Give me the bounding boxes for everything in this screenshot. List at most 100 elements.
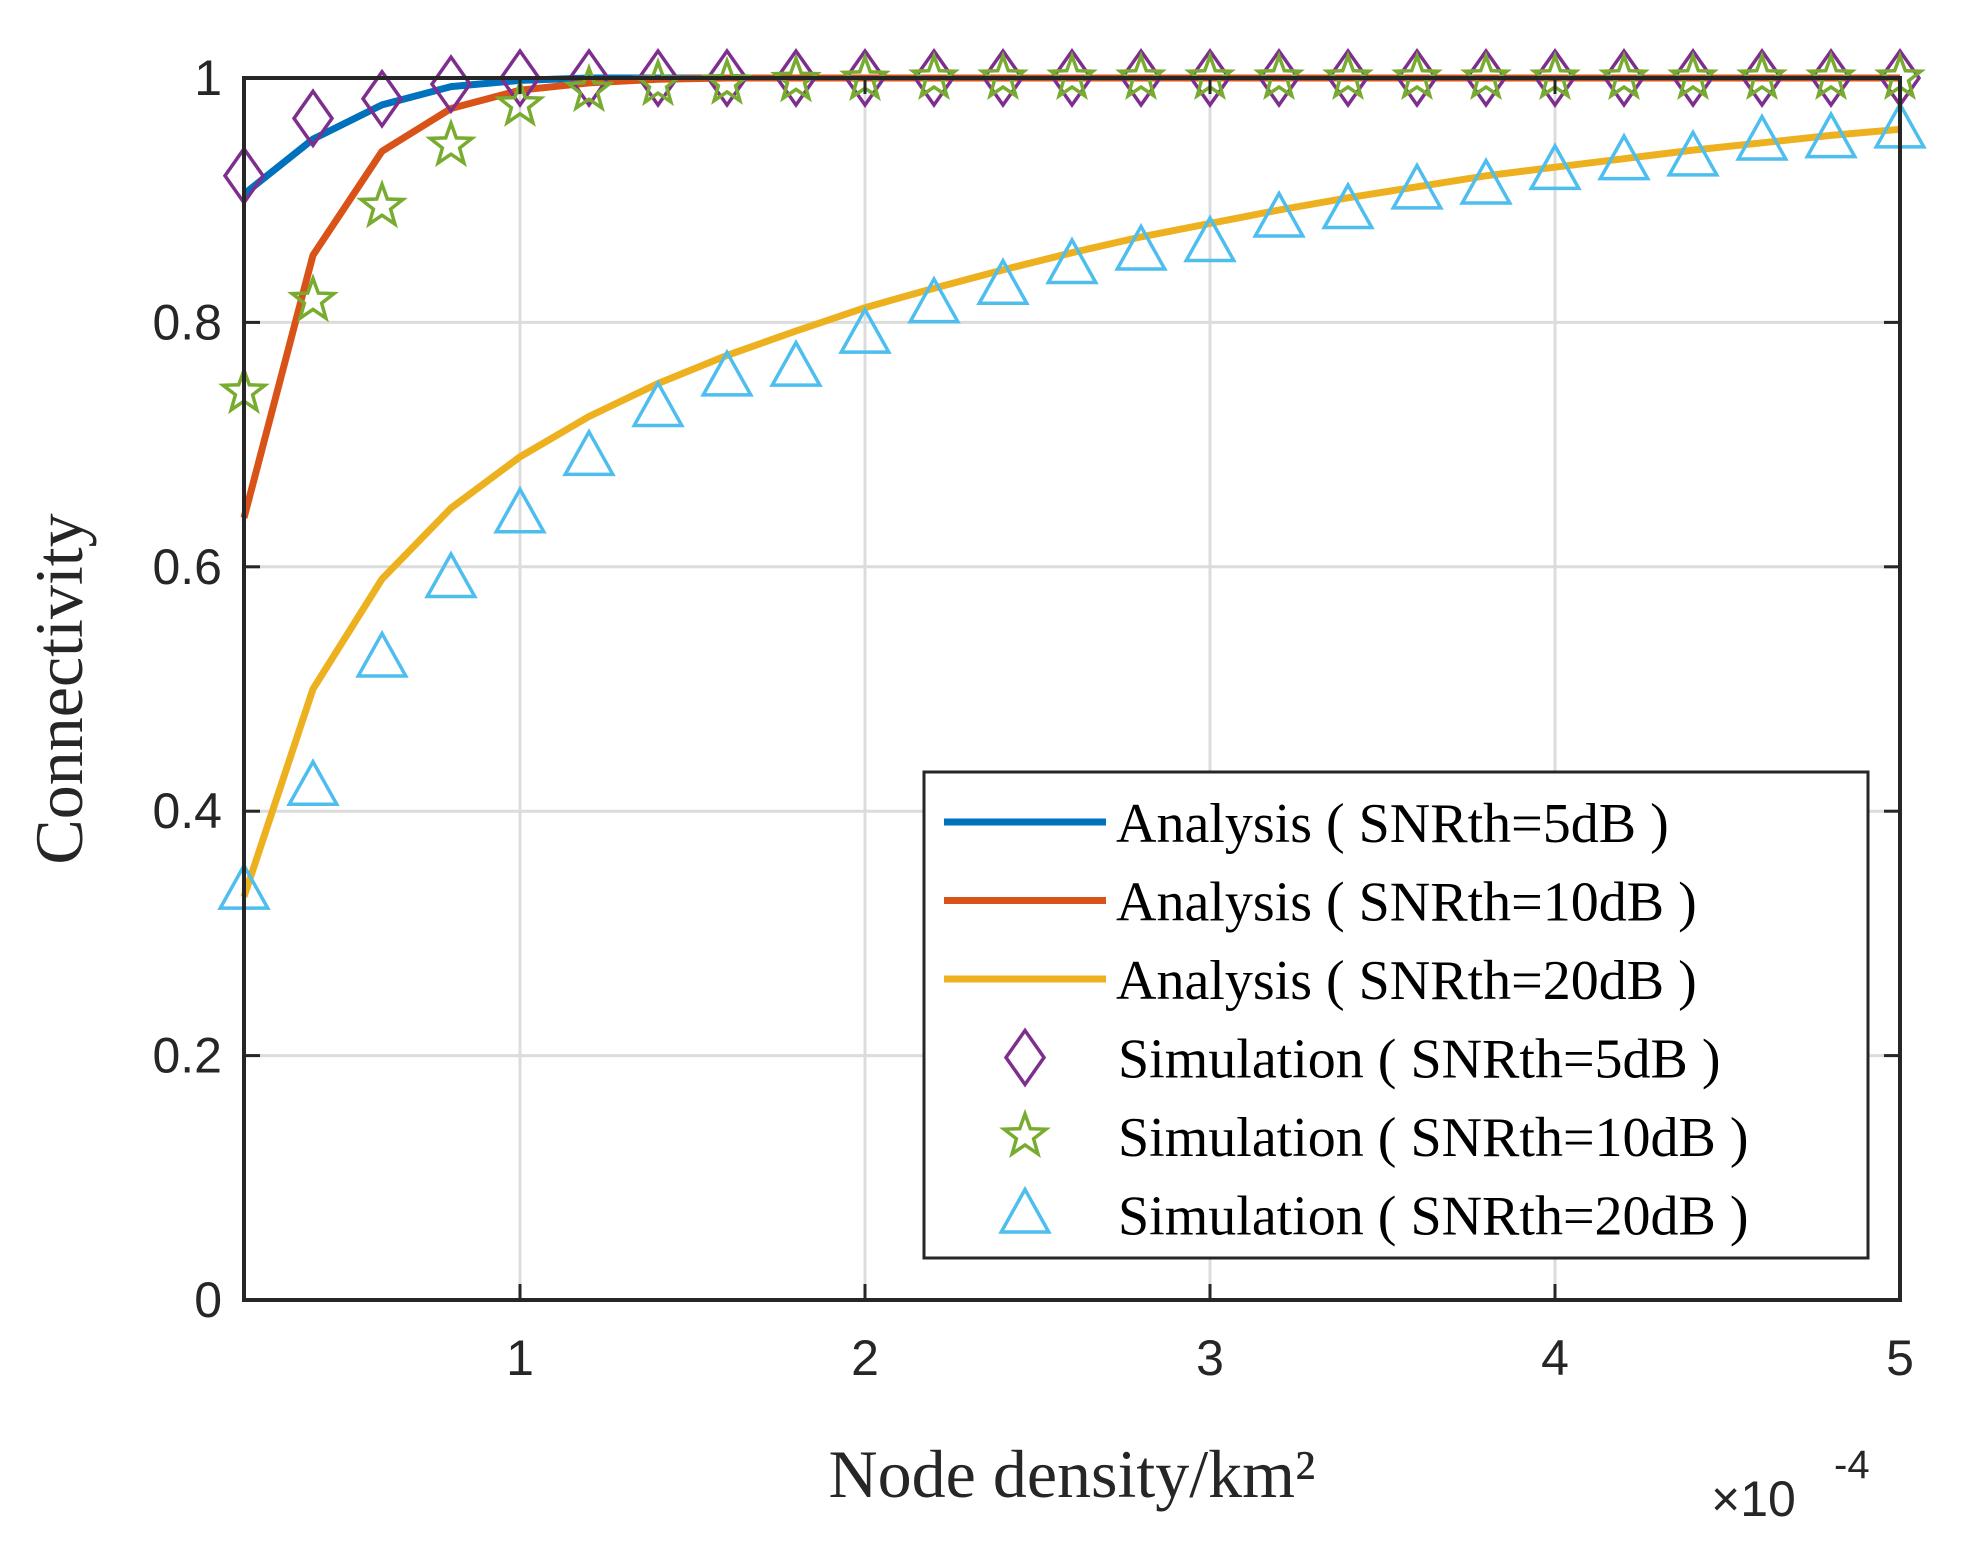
legend-triangle-swatch [998, 1185, 1052, 1234]
series-line [240, 125, 1901, 898]
triangle-marker [1666, 128, 1720, 177]
y-tick-label: 0.8 [152, 294, 222, 350]
legend-box [922, 770, 1870, 1260]
x-tick-label: 2 [851, 1330, 879, 1386]
diamond-marker [1740, 47, 1784, 109]
diamond-marker [1119, 47, 1163, 109]
x-tick-label: 1 [506, 1330, 534, 1386]
legend-diamond-swatch [1003, 1027, 1047, 1088]
y-tick-labels: 0 0.2 0.4 0.6 0.8 1 [152, 50, 222, 1328]
triangle-marker [1735, 112, 1789, 161]
triangle-marker [1045, 236, 1099, 285]
diamond-marker [498, 47, 542, 109]
y-tick-label: 0 [194, 1272, 222, 1328]
x-exponent-base: ×10 [1711, 1471, 1796, 1527]
star-marker [908, 50, 960, 100]
diamond-marker [1602, 47, 1646, 109]
star-marker [1736, 50, 1788, 100]
triangle-marker [1114, 222, 1168, 271]
diamond-marker [429, 54, 473, 115]
diamond-marker [1257, 47, 1301, 109]
triangle-marker [769, 339, 823, 387]
triangle-marker [493, 485, 547, 534]
y-tick-label: 0.2 [152, 1028, 222, 1084]
legend-label: Analysis ( SNRth=20dB ) [1116, 950, 1697, 1012]
star-marker [1460, 50, 1512, 100]
triangle-marker [838, 306, 892, 354]
series-simulation-snrth-20db [217, 100, 1927, 910]
diamond-marker [1188, 47, 1232, 109]
x-tick-label: 3 [1196, 1330, 1224, 1386]
triangle-marker [286, 758, 340, 807]
legend-entry: Analysis ( SNRth=10dB ) [944, 872, 1697, 934]
star-marker [1598, 50, 1650, 100]
legend-entry: Simulation ( SNRth=20dB ) [998, 1185, 1749, 1248]
legend-label: Simulation ( SNRth=10dB ) [1118, 1107, 1749, 1169]
y-tick-label: 0.4 [152, 783, 222, 839]
diamond-marker [1671, 47, 1715, 109]
diamond-marker [1464, 47, 1508, 109]
diamond-marker [1050, 47, 1094, 109]
triangle-marker [1252, 189, 1306, 238]
x-tick-label: 5 [1886, 1330, 1914, 1386]
triangle-marker [1597, 132, 1651, 181]
legend-entry: Analysis ( SNRth=5dB ) [944, 793, 1669, 855]
triangle-marker [424, 550, 478, 599]
star-marker [1253, 50, 1305, 100]
star-marker [1805, 50, 1857, 100]
y-tick-label: 1 [194, 50, 222, 106]
star-marker [287, 273, 339, 323]
legend-entry: Simulation ( SNRth=5dB ) [1003, 1027, 1721, 1091]
y-axis-label: Connectivity [21, 513, 97, 864]
triangle-marker [700, 348, 754, 397]
legend-entry: Analysis ( SNRth=20dB ) [944, 950, 1697, 1012]
diamond-marker [636, 47, 680, 109]
star-marker [1046, 50, 1098, 100]
triangle-marker [1804, 110, 1858, 159]
legend-label: Analysis ( SNRth=10dB ) [1116, 872, 1697, 934]
diamond-marker [1326, 47, 1370, 109]
triangle-marker [355, 629, 409, 678]
triangle-marker [1390, 161, 1444, 210]
triangle-marker [1528, 142, 1582, 191]
star-marker [356, 179, 408, 229]
triangle-marker [976, 257, 1030, 305]
legend-label: Simulation ( SNRth=20dB ) [1118, 1186, 1749, 1248]
legend-star-swatch [999, 1108, 1051, 1158]
diamond-marker [1395, 47, 1439, 109]
ticks-layer [244, 76, 1902, 1302]
triangle-marker [1459, 156, 1513, 205]
diamond-marker [1809, 47, 1853, 109]
triangle-marker [1183, 214, 1237, 263]
star-marker [701, 55, 753, 105]
diamond-marker [912, 47, 956, 109]
series-analysis-snrth-20db [240, 125, 1901, 898]
diamond-marker [1533, 47, 1577, 109]
x-tick-labels: 1 2 3 4 5 [506, 1330, 1914, 1386]
diamond-marker [360, 68, 404, 129]
star-marker [977, 50, 1029, 100]
x-exponent: ×10 -4 [1711, 1443, 1870, 1527]
triangle-marker [562, 428, 616, 477]
triangle-marker [631, 379, 685, 428]
star-marker [563, 63, 615, 113]
star-marker [1115, 50, 1167, 100]
y-tick-label: 0.6 [152, 539, 222, 595]
triangle-marker [1321, 181, 1375, 230]
star-marker [494, 77, 546, 127]
diamond-marker [843, 47, 887, 109]
axes-box [242, 76, 1902, 1302]
star-marker [1322, 50, 1374, 100]
diamond-marker [774, 47, 818, 109]
star-marker [425, 118, 477, 168]
x-tick-label: 4 [1541, 1330, 1569, 1386]
legend: Analysis ( SNRth=5dB ) Analysis ( SNRth=1… [922, 770, 1870, 1260]
legend-label: Analysis ( SNRth=5dB ) [1116, 793, 1669, 855]
star-marker [770, 53, 822, 103]
diamond-marker [981, 47, 1025, 109]
triangle-marker [907, 275, 961, 324]
x-exponent-power: -4 [1834, 1443, 1870, 1487]
legend-label: Simulation ( SNRth=5dB ) [1118, 1029, 1721, 1091]
x-axis-label: Node density/km² [829, 1436, 1316, 1512]
